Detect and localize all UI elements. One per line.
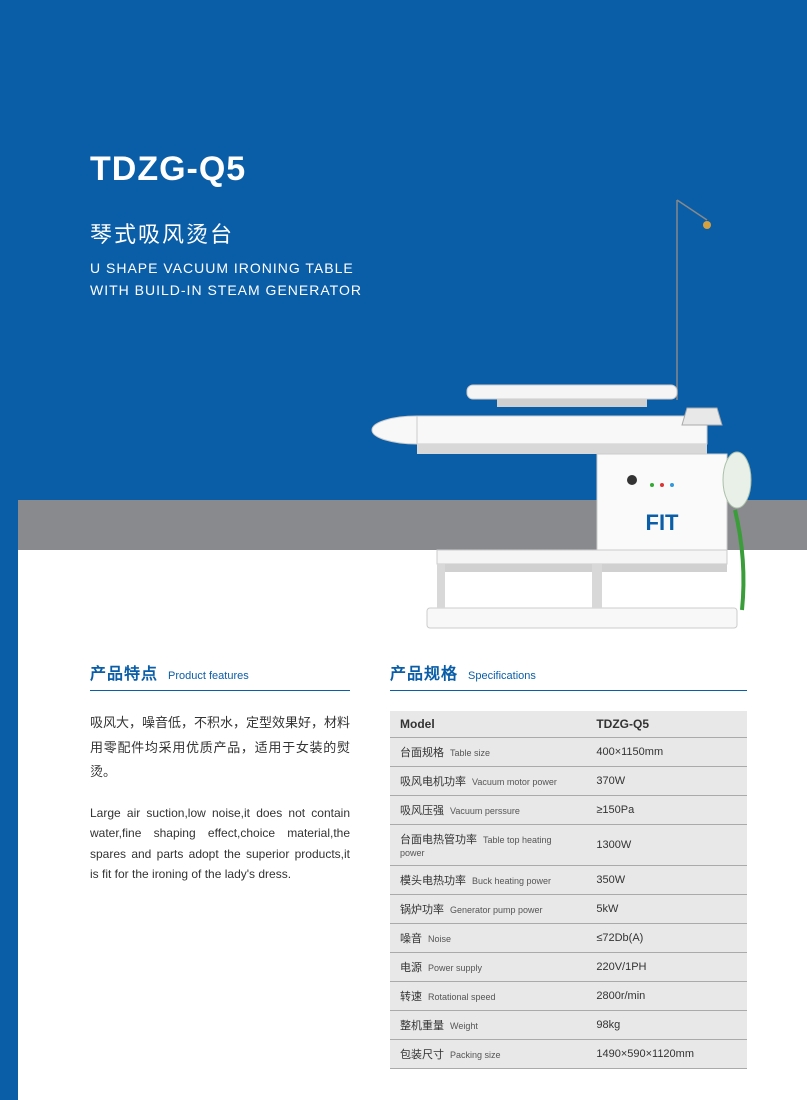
spec-value: 1490×590×1120mm <box>586 1040 747 1069</box>
features-column: 产品特点 Product features 吸风大，噪音低，不积水，定型效果好，… <box>90 660 350 1069</box>
spec-value: 400×1150mm <box>586 738 747 767</box>
specs-heading: 产品规格 Specifications <box>390 660 747 691</box>
specs-heading-cn: 产品规格 <box>390 660 458 684</box>
table-row: 噪音Noise≤72Db(A) <box>390 924 747 953</box>
table-row: 吸风电机功率Vacuum motor power370W <box>390 767 747 796</box>
spec-label: 台面规格Table size <box>390 738 586 767</box>
spec-label: 转速Rotational speed <box>390 982 586 1011</box>
spec-label: 整机重量Weight <box>390 1011 586 1040</box>
features-heading-en: Product features <box>168 670 249 682</box>
table-row: 吸风压强Vacuum perssure≥150Pa <box>390 796 747 825</box>
spec-label: 噪音Noise <box>390 924 586 953</box>
spec-value: ≤72Db(A) <box>586 924 747 953</box>
spec-header-label: Model <box>390 711 586 738</box>
content-area: 产品特点 Product features 吸风大，噪音低，不积水，定型效果好，… <box>90 660 747 1069</box>
spec-label: 吸风电机功率Vacuum motor power <box>390 767 586 796</box>
spec-header-value: TDZG-Q5 <box>586 711 747 738</box>
spec-value: 5kW <box>586 895 747 924</box>
spec-value: 370W <box>586 767 747 796</box>
features-body-en: Large air suction,low noise,it does not … <box>90 803 350 885</box>
table-row: 台面电热管功率Table top heating power1300W <box>390 825 747 866</box>
table-row: 台面规格Table size400×1150mm <box>390 738 747 767</box>
spec-value: 98kg <box>586 1011 747 1040</box>
features-heading: 产品特点 Product features <box>90 660 350 691</box>
spec-value: ≥150Pa <box>586 796 747 825</box>
spec-table: ModelTDZG-Q5台面规格Table size400×1150mm吸风电机… <box>390 711 747 1069</box>
spec-label: 锅炉功率Generator pump power <box>390 895 586 924</box>
spec-value: 220V/1PH <box>586 953 747 982</box>
spec-value: 2800r/min <box>586 982 747 1011</box>
specs-heading-en: Specifications <box>468 670 536 682</box>
table-row-header: ModelTDZG-Q5 <box>390 711 747 738</box>
spec-label: 电源Power supply <box>390 953 586 982</box>
spec-value: 350W <box>586 866 747 895</box>
spec-label: 台面电热管功率Table top heating power <box>390 825 586 866</box>
svg-text:FIT: FIT <box>646 510 680 535</box>
table-row: 包装尺寸Packing size1490×590×1120mm <box>390 1040 747 1069</box>
features-body-cn: 吸风大，噪音低，不积水，定型效果好，材料用零配件均采用优质产品，适用于女装的熨烫… <box>90 711 350 785</box>
spec-label: 包装尺寸Packing size <box>390 1040 586 1069</box>
model-code: TDZG-Q5 <box>90 0 807 189</box>
spec-value: 1300W <box>586 825 747 866</box>
table-row: 模头电热功率Buck heating power350W <box>390 866 747 895</box>
specs-column: 产品规格 Specifications ModelTDZG-Q5台面规格Tabl… <box>390 660 747 1069</box>
features-heading-cn: 产品特点 <box>90 660 158 684</box>
table-row: 整机重量Weight98kg <box>390 1011 747 1040</box>
table-row: 转速Rotational speed2800r/min <box>390 982 747 1011</box>
table-row: 电源Power supply220V/1PH <box>390 953 747 982</box>
spec-label: 吸风压强Vacuum perssure <box>390 796 586 825</box>
product-photo: FIT <box>367 190 767 640</box>
spec-label: 模头电热功率Buck heating power <box>390 866 586 895</box>
table-row: 锅炉功率Generator pump power5kW <box>390 895 747 924</box>
